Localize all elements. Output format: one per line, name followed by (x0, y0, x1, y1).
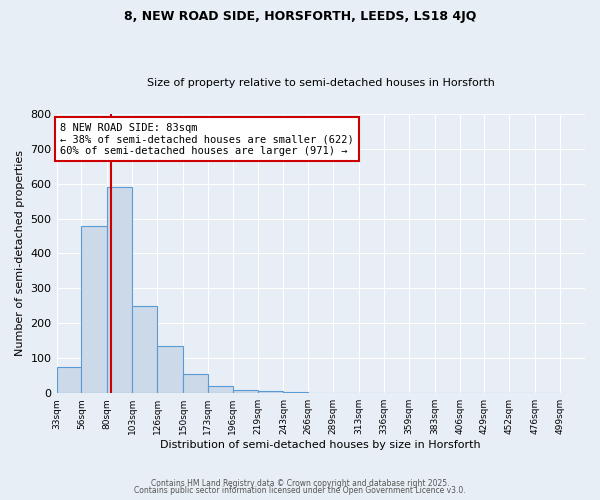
Bar (257, 392, 283, 393)
Bar (183, 374, 208, 393)
Bar (233, 390, 257, 393)
Text: 8 NEW ROAD SIDE: 83sqm
← 38% of semi-detached houses are smaller (622)
60% of se: 8 NEW ROAD SIDE: 83sqm ← 38% of semi-det… (60, 122, 353, 156)
Text: Contains public sector information licensed under the Open Government Licence v3: Contains public sector information licen… (134, 486, 466, 495)
Text: Contains HM Land Registry data © Crown copyright and database right 2025.: Contains HM Land Registry data © Crown c… (151, 478, 449, 488)
Bar (157, 346, 183, 393)
X-axis label: Distribution of semi-detached houses by size in Horsforth: Distribution of semi-detached houses by … (160, 440, 481, 450)
Text: 8, NEW ROAD SIDE, HORSFORTH, LEEDS, LS18 4JQ: 8, NEW ROAD SIDE, HORSFORTH, LEEDS, LS18… (124, 10, 476, 23)
Bar (56, 367, 82, 393)
Bar (107, 187, 132, 393)
Bar (82, 226, 107, 393)
Y-axis label: Number of semi-detached properties: Number of semi-detached properties (15, 150, 25, 356)
Bar (208, 386, 233, 393)
Bar (283, 392, 308, 393)
Bar (333, 392, 359, 393)
Title: Size of property relative to semi-detached houses in Horsforth: Size of property relative to semi-detach… (147, 78, 495, 88)
Bar (132, 306, 157, 393)
Bar (308, 392, 333, 393)
